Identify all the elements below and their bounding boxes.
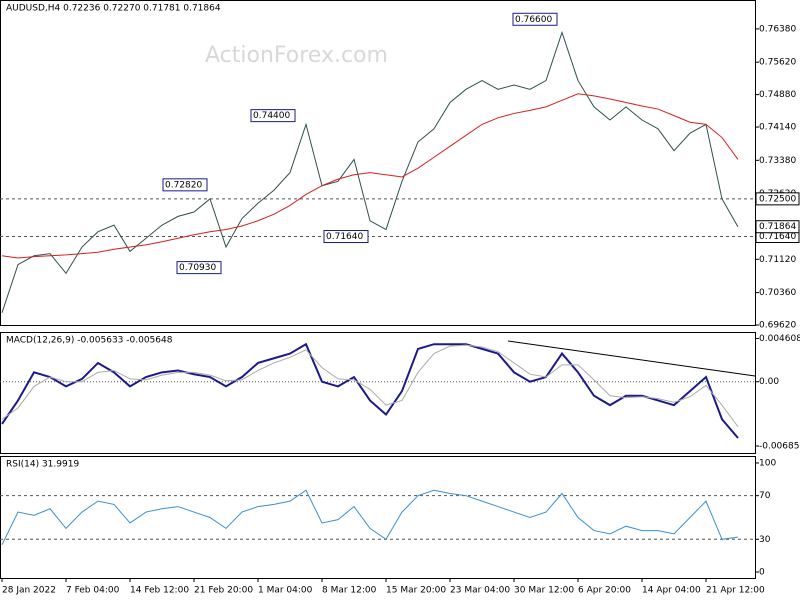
series-line bbox=[1, 342, 739, 439]
annotation-box bbox=[250, 109, 296, 123]
level-label: 0.72500 bbox=[759, 194, 796, 204]
x-tick-label: 14 Feb 12:00 bbox=[130, 586, 189, 596]
level-label: 0.71640 bbox=[759, 232, 796, 242]
y-tick-label: 0.76380 bbox=[759, 24, 796, 34]
panel-title: MACD(12,26,9) -0.005633 -0.005648 bbox=[6, 336, 173, 346]
panel-frame bbox=[0, 456, 756, 579]
trend-line bbox=[507, 340, 756, 377]
annotation-box bbox=[512, 12, 558, 26]
y-tick-label: 0.70360 bbox=[759, 288, 796, 298]
last-price-label: 0.71864 bbox=[759, 222, 796, 232]
x-tick-label: 15 Mar 20:00 bbox=[386, 586, 446, 596]
y-tick-label: 0.004608 bbox=[759, 334, 800, 344]
annotation-label: 0.72820 bbox=[165, 180, 202, 190]
series-line bbox=[1, 489, 739, 545]
y-tick-label: 0.73380 bbox=[759, 156, 796, 166]
y-tick-label: 70 bbox=[759, 491, 771, 501]
series-line bbox=[1, 93, 739, 259]
watermark: ActionForex.com bbox=[205, 43, 388, 68]
panel-frame bbox=[0, 332, 756, 454]
annotation-label: 0.74400 bbox=[253, 111, 290, 121]
x-tick-label: 7 Feb 04:00 bbox=[66, 586, 120, 596]
y-tick-label: 0.74880 bbox=[759, 90, 796, 100]
series-line bbox=[1, 344, 739, 428]
annotation-box bbox=[162, 178, 208, 192]
annotation-box bbox=[176, 261, 222, 275]
y-tick-label: 0.74140 bbox=[759, 123, 796, 133]
y-tick-label: 0 bbox=[759, 568, 765, 578]
x-tick-label: 1 Mar 04:00 bbox=[258, 586, 313, 596]
y-tick-label: -0.006853 bbox=[759, 441, 800, 451]
y-tick-label: 0.75620 bbox=[759, 58, 796, 68]
y-tick-label: 0.71120 bbox=[759, 255, 796, 265]
annotation-label: 0.76600 bbox=[515, 15, 552, 25]
x-tick-label: 14 Apr 04:00 bbox=[642, 586, 701, 596]
annotation-label: 0.70930 bbox=[179, 263, 216, 273]
annotation-label: 0.71640 bbox=[326, 232, 363, 242]
annotation-box bbox=[323, 230, 369, 244]
panel-title: AUDUSD,H4 0.72236 0.72270 0.71781 0.7186… bbox=[6, 4, 221, 14]
last-price-box bbox=[755, 220, 800, 234]
series-line bbox=[1, 30, 739, 313]
y-tick-label: 100 bbox=[759, 458, 776, 468]
x-tick-label: 21 Feb 20:00 bbox=[194, 586, 253, 596]
x-tick-label: 6 Apr 20:00 bbox=[578, 586, 631, 596]
y-tick-label: 0.00 bbox=[759, 377, 779, 387]
x-tick-label: 8 Mar 12:00 bbox=[322, 586, 377, 596]
x-tick-label: 28 Jan 2022 bbox=[2, 586, 56, 596]
x-tick-label: 21 Apr 12:00 bbox=[706, 586, 765, 596]
y-tick-label: 30 bbox=[759, 535, 771, 545]
x-tick-label: 30 Mar 12:00 bbox=[514, 586, 574, 596]
y-tick-label: 0.69620 bbox=[759, 321, 796, 331]
level-box bbox=[755, 192, 800, 206]
panel-title: RSI(14) 31.9919 bbox=[6, 460, 79, 470]
panel-frame bbox=[0, 0, 756, 326]
x-tick-label: 23 Mar 04:00 bbox=[450, 586, 510, 596]
